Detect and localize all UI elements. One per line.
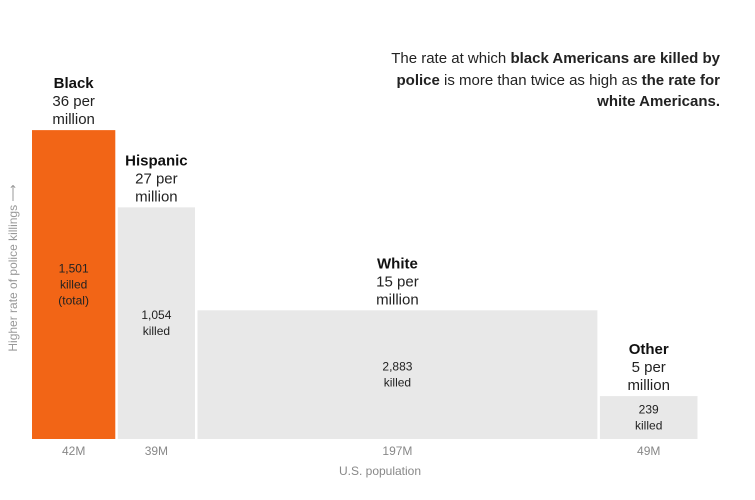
category-label: Other [629, 341, 669, 358]
rate-unit-label: million [52, 111, 95, 128]
rate-label: 5 per [632, 359, 666, 376]
bar-hispanic [117, 207, 195, 439]
category-label: White [377, 255, 418, 272]
population-tick-label: 49M [637, 444, 660, 458]
population-tick-label: 39M [145, 444, 168, 458]
killed-word-label: killed [384, 376, 411, 390]
population-tick-label: 42M [62, 444, 85, 458]
bar-black [32, 130, 116, 439]
annotation-part: The rate at which [391, 50, 511, 67]
killed-word-label: killed [143, 324, 170, 338]
rate-unit-label: million [376, 291, 419, 308]
rate-label: 15 per [376, 273, 419, 290]
killed-count-label: 1,054 [141, 308, 171, 322]
annotation-part-bold: the rate for white Americans. [597, 71, 720, 111]
killed-word-label: killed [60, 278, 87, 292]
chart-annotation: The rate at which black Americans are ki… [390, 48, 720, 113]
bar-white [197, 310, 598, 439]
y-axis-label: Higher rate of police killings ⟶ [6, 184, 20, 351]
rate-unit-label: million [627, 377, 670, 394]
annotation-part: is more than twice as high as [439, 71, 642, 89]
rate-label: 36 per [52, 93, 95, 110]
killed-count-label: 239 [639, 403, 659, 417]
x-axis-label: U.S. population [339, 464, 421, 478]
rate-unit-label: million [135, 188, 178, 205]
category-label: Black [54, 75, 95, 92]
killed-count-label: 2,883 [382, 360, 412, 374]
killed-word-label: killed [635, 419, 662, 433]
population-tick-label: 197M [382, 444, 412, 458]
total-note-label: (total) [58, 294, 89, 308]
bar-other [599, 396, 698, 439]
rate-label: 27 per [135, 170, 178, 187]
killed-count-label: 1,501 [59, 262, 89, 276]
annotation-part-bold: black Americans are killed by police [396, 50, 720, 89]
category-label: Hispanic [125, 152, 188, 169]
